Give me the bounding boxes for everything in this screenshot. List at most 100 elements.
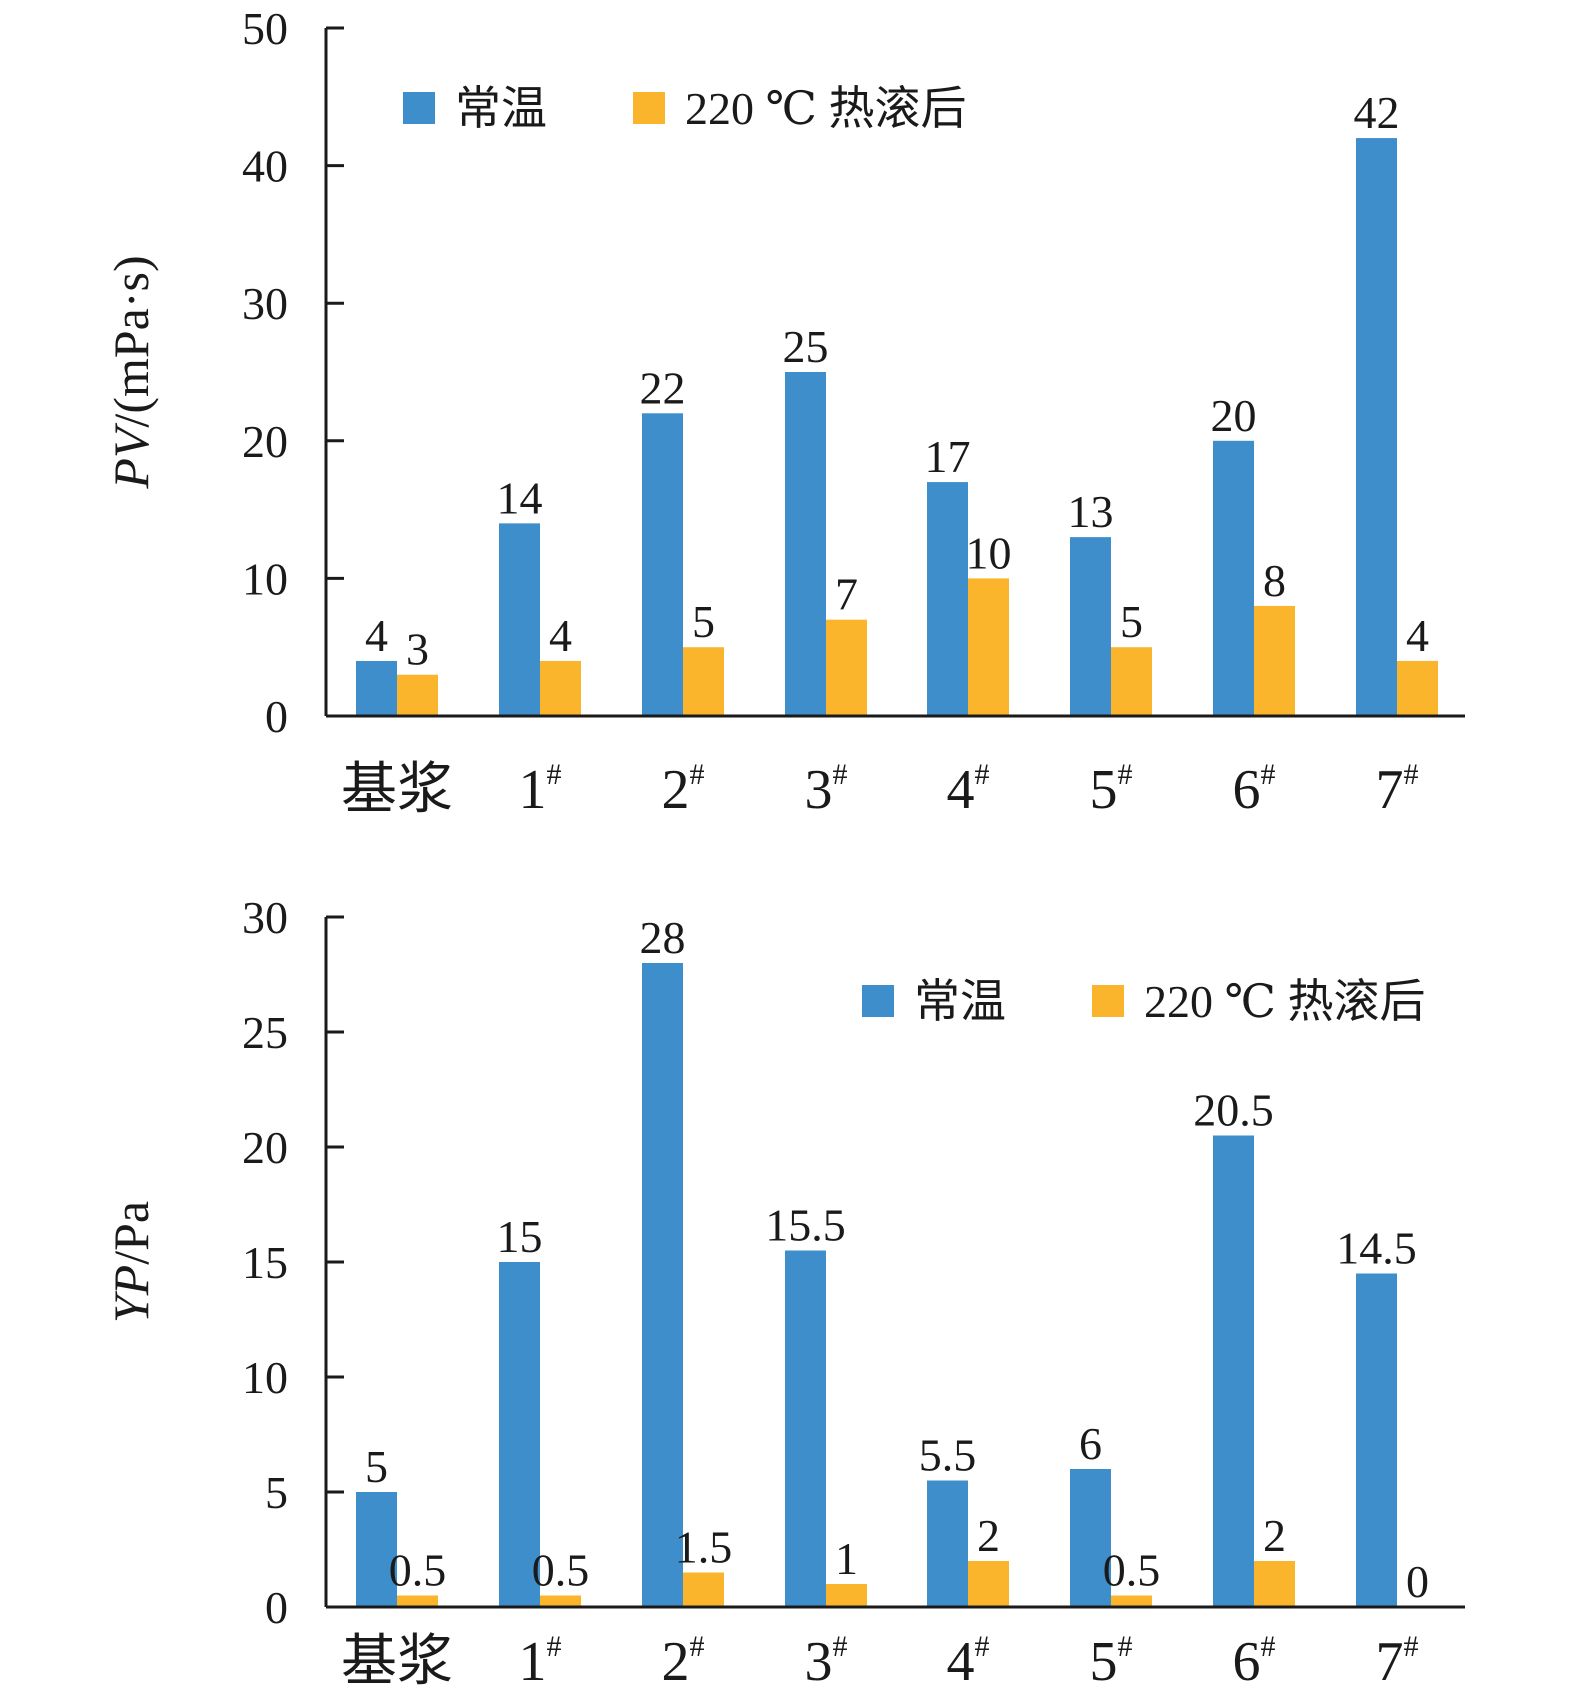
x-tick-label: 7# <box>1376 758 1419 821</box>
x-tick-label-base: 基浆 <box>341 759 453 821</box>
x-tick-label-base: 4 <box>947 759 975 821</box>
data-label: 10 <box>966 527 1012 578</box>
bar-after-hot-rolling-4 <box>826 1584 867 1607</box>
bar-normal-temp-4 <box>785 1250 826 1607</box>
data-label: 5 <box>692 596 715 647</box>
y-tick-label: 10 <box>242 553 288 604</box>
data-label: 28 <box>640 912 686 963</box>
bar-after-hot-rolling-5 <box>968 578 1009 716</box>
x-tick-label-sup: # <box>690 1630 705 1663</box>
x-tick-label-base: 6 <box>1233 759 1261 821</box>
y-tick-label: 15 <box>242 1237 288 1288</box>
x-tick-label: 3# <box>805 1630 848 1693</box>
data-label: 8 <box>1263 555 1286 606</box>
legend: 常温 220 ℃ 热滚后 <box>403 83 966 134</box>
bar-normal-temp-4 <box>785 372 826 716</box>
y-tick-label: 30 <box>242 278 288 329</box>
bar-normal-temp-3 <box>642 413 683 716</box>
y-axis-title-unit: /(mPa·s) <box>103 255 159 427</box>
x-tick-label-base: 2 <box>662 1631 690 1693</box>
x-tick-label-base: 7 <box>1376 1631 1404 1693</box>
data-label: 22 <box>640 362 686 413</box>
bar-normal-temp-6 <box>1070 537 1111 716</box>
x-tick-label-sup: # <box>1404 758 1419 791</box>
data-label: 17 <box>925 431 971 482</box>
data-label: 4 <box>1406 610 1429 661</box>
bar-normal-temp-2 <box>499 523 540 716</box>
y-axis-title: PV/(mPa·s) <box>103 255 159 489</box>
x-tick-label-base: 5 <box>1090 1631 1118 1693</box>
y-tick-label: 20 <box>242 416 288 467</box>
x-tick-label: 6# <box>1233 1630 1276 1693</box>
bar-normal-temp-2 <box>499 1262 540 1607</box>
data-label: 2 <box>1263 1510 1286 1561</box>
legend-swatch <box>1092 985 1124 1017</box>
x-tick-label-base: 4 <box>947 1631 975 1693</box>
x-tick-label: 基浆 <box>341 1631 453 1693</box>
data-label: 15.5 <box>765 1200 846 1251</box>
x-tick-label: 3# <box>805 758 848 821</box>
data-label: 0.5 <box>532 1545 590 1596</box>
x-tick-label-sup: # <box>833 758 848 791</box>
x-tick-label-sup: # <box>975 1630 990 1663</box>
y-axis-title-unit: /Pa <box>103 1201 159 1265</box>
bar-after-hot-rolling-4 <box>826 619 867 716</box>
x-tick-label-sup: # <box>547 758 562 791</box>
x-tick-label: 5# <box>1090 758 1133 821</box>
data-label: 42 <box>1354 87 1400 138</box>
x-tick-label-base: 3 <box>805 1631 833 1693</box>
x-tick-label-sup: # <box>975 758 990 791</box>
bar-after-hot-rolling-6 <box>1111 647 1152 716</box>
bar-after-hot-rolling-6 <box>1111 1595 1152 1607</box>
bar-normal-temp-5 <box>927 1480 968 1607</box>
x-tick-label-sup: # <box>833 1630 848 1663</box>
bar-normal-temp-8 <box>1356 138 1397 716</box>
y-axis-title-italic: PV <box>103 422 159 490</box>
data-label: 14 <box>497 472 543 523</box>
x-tick-label: 5# <box>1090 1630 1133 1693</box>
data-label: 1.5 <box>675 1522 733 1573</box>
bar-normal-temp-7 <box>1213 1135 1254 1607</box>
data-label: 2 <box>977 1510 1000 1561</box>
data-label: 5 <box>1120 596 1143 647</box>
y-tick-label: 0 <box>265 691 288 742</box>
bar-normal-temp-1 <box>356 660 397 716</box>
data-label: 3 <box>406 624 429 675</box>
data-label: 14.5 <box>1336 1223 1417 1274</box>
y-axis-title: YP/Pa <box>103 1201 159 1323</box>
x-tick-label: 6# <box>1233 758 1276 821</box>
legend: 常温 220 ℃ 热滚后 <box>862 976 1425 1027</box>
data-label: 20.5 <box>1193 1085 1274 1136</box>
y-tick-label: 50 <box>242 3 288 54</box>
data-label: 0.5 <box>1103 1545 1161 1596</box>
x-tick-label-base: 基浆 <box>341 1631 453 1693</box>
bar-normal-temp-5 <box>927 482 968 716</box>
data-label: 0.5 <box>389 1545 447 1596</box>
x-tick-label-sup: # <box>1261 758 1276 791</box>
bar-normal-temp-7 <box>1213 440 1254 716</box>
bar-after-hot-rolling-8 <box>1397 660 1438 716</box>
x-tick-label-sup: # <box>1118 1630 1133 1663</box>
x-tick-label: 2# <box>662 758 705 821</box>
bar-normal-temp-1 <box>356 1492 397 1607</box>
bar-after-hot-rolling-3 <box>683 647 724 716</box>
x-tick-label-base: 7 <box>1376 759 1404 821</box>
y-axis-title-italic: YP <box>103 1265 159 1323</box>
y-tick-label: 10 <box>242 1352 288 1403</box>
data-label: 4 <box>365 610 388 661</box>
bar-after-hot-rolling-7 <box>1254 1561 1295 1607</box>
x-tick-label-base: 5 <box>1090 759 1118 821</box>
legend-swatch <box>633 92 665 124</box>
data-label: 20 <box>1211 390 1257 441</box>
bar-after-hot-rolling-2 <box>540 1595 581 1607</box>
y-tick-label: 5 <box>265 1467 288 1518</box>
data-label: 5.5 <box>919 1430 977 1481</box>
x-tick-label-base: 6 <box>1233 1631 1261 1693</box>
data-label: 13 <box>1068 486 1114 537</box>
bar-after-hot-rolling-1 <box>397 1595 438 1607</box>
data-label: 7 <box>835 569 858 620</box>
x-tick-label-base: 2 <box>662 759 690 821</box>
